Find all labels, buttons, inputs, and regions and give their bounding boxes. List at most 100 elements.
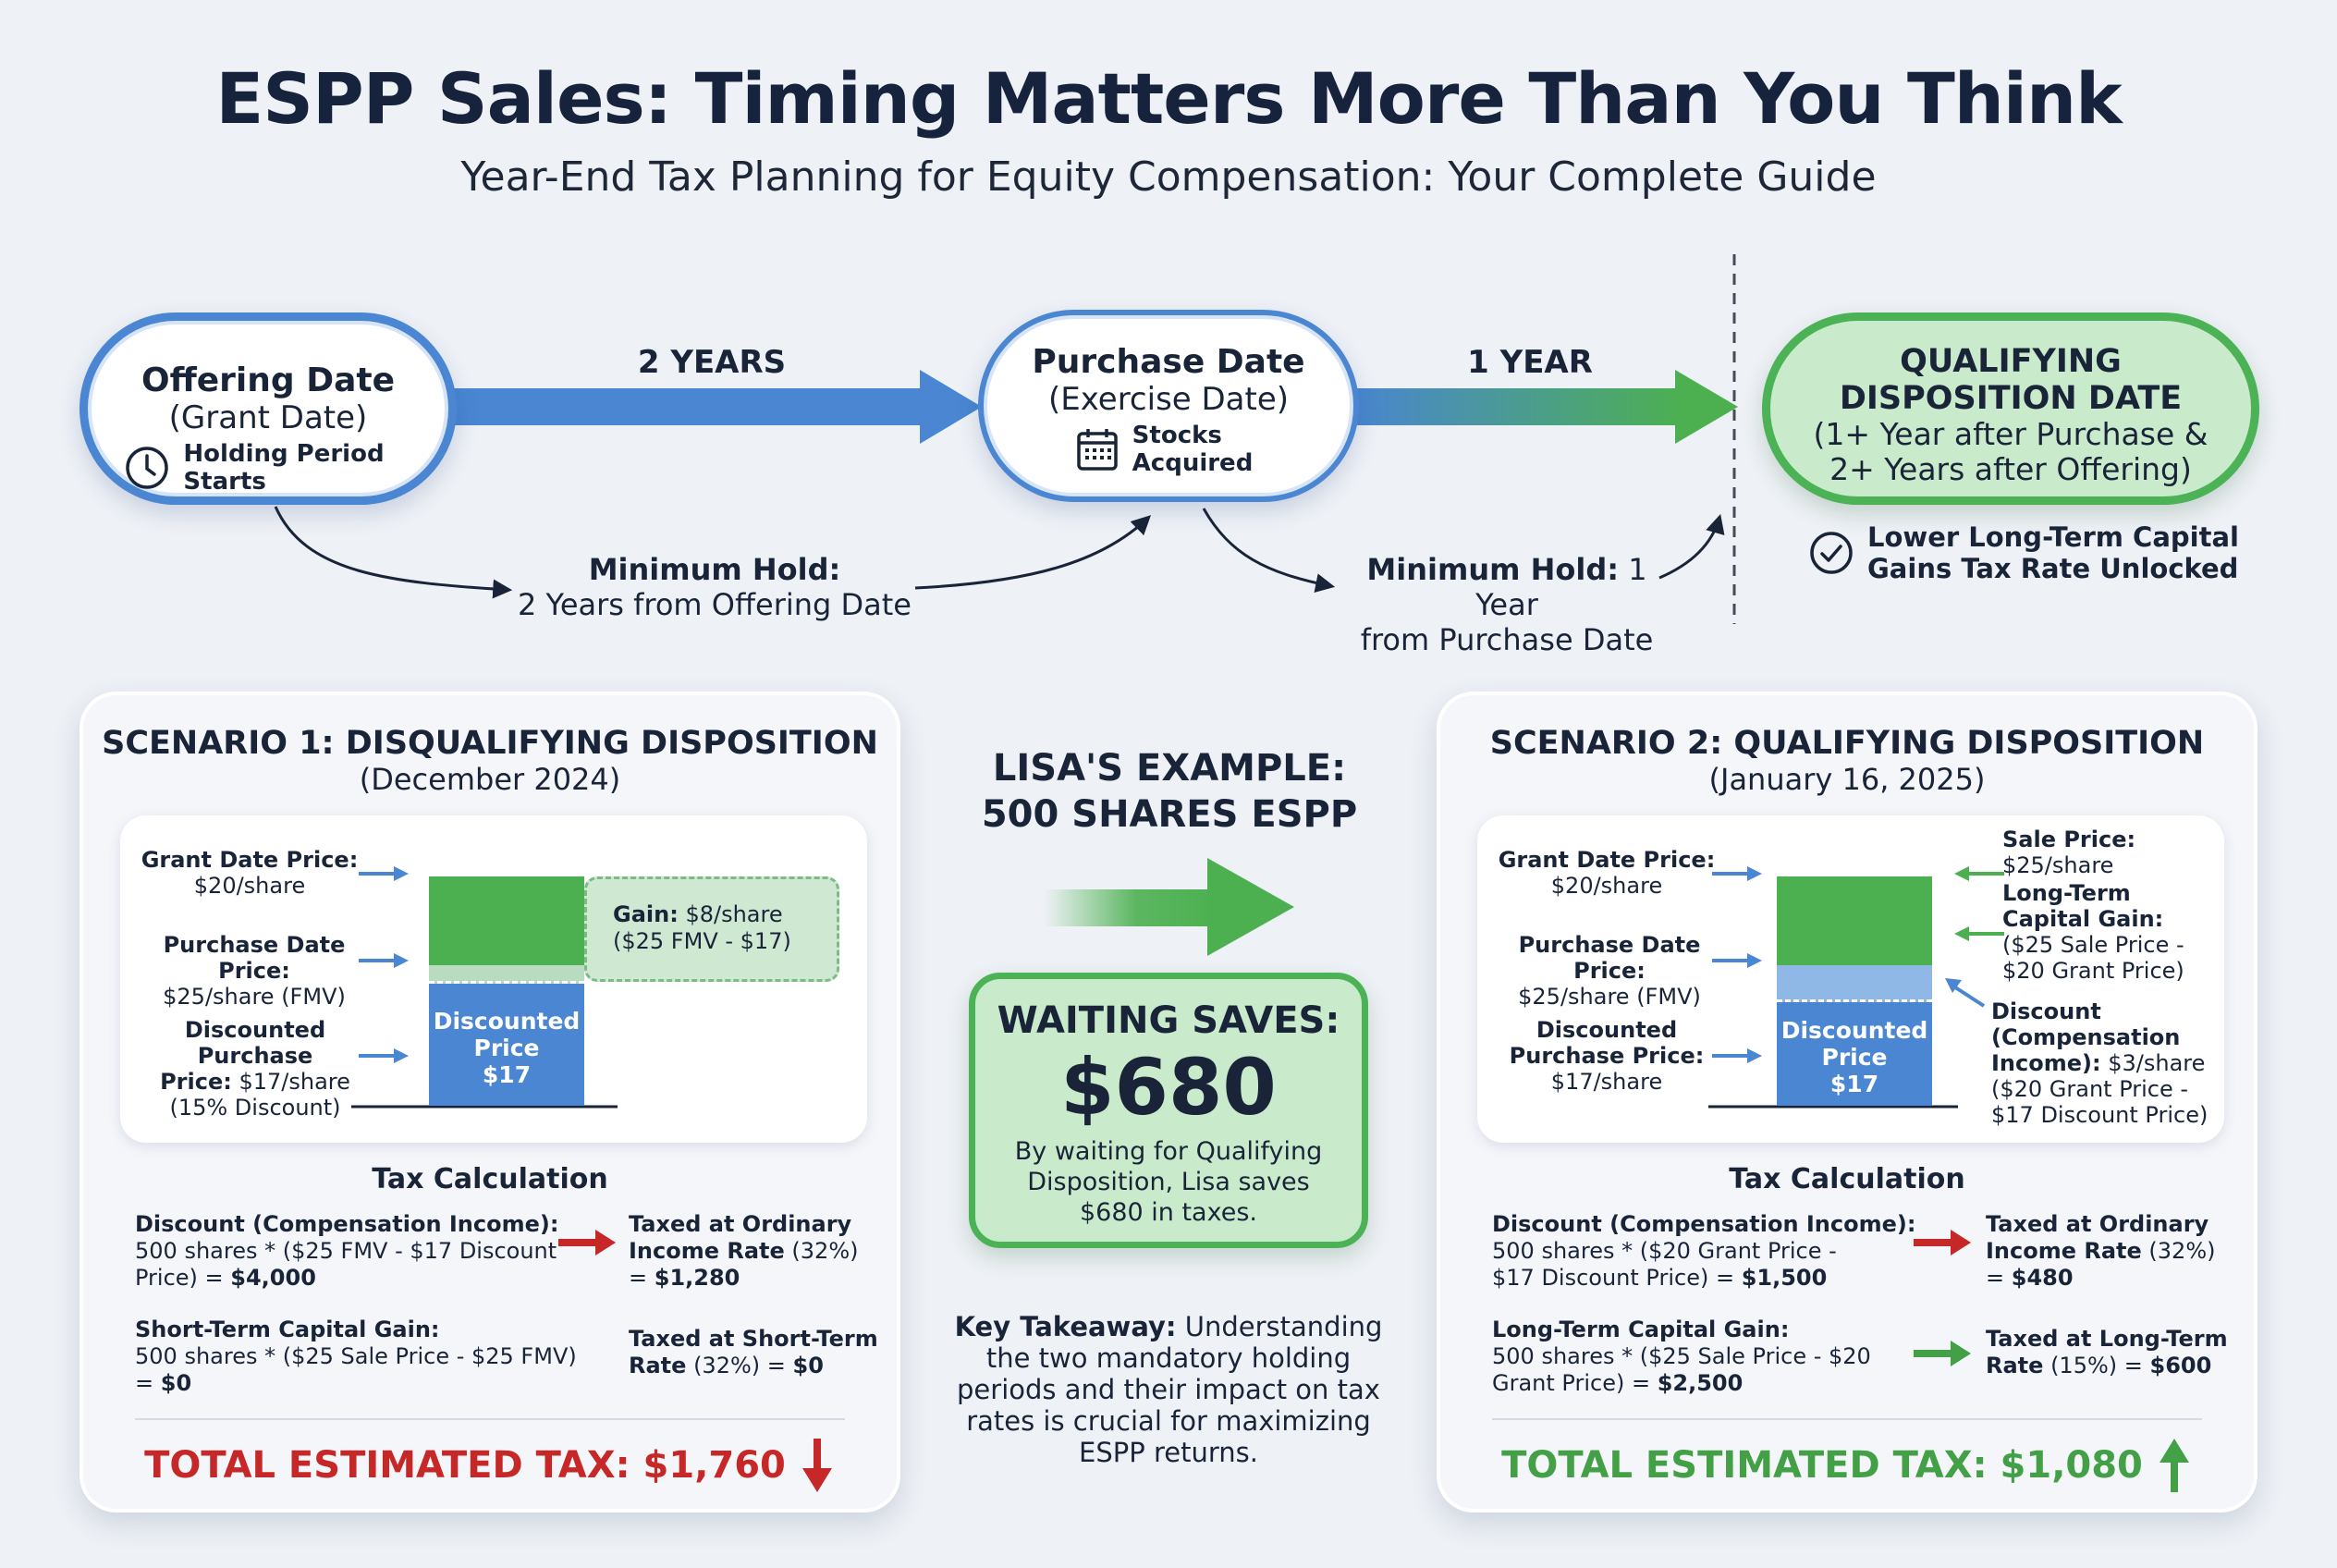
s2-disc2-v5: $17 Discount Price) (1991, 1102, 2209, 1128)
s2-grant-label: Grant Date Price: $20/share (1496, 847, 1718, 899)
page-title: ESPP Sales: Timing Matters More Than You… (215, 57, 2122, 140)
s2-row2-r2: Rate (1986, 1353, 2044, 1378)
s2-row1-right: Taxed at Ordinary Income Rate (32%) = $4… (1986, 1211, 2245, 1292)
s1-row1-l3b: $4,000 (230, 1265, 316, 1291)
s1-row2-l3: = (135, 1370, 161, 1396)
hold1-text: 2 Years from Offering Date (518, 587, 912, 622)
s1-disc-bold-1: Discounted Purchase (184, 1017, 326, 1069)
s2-row2-l3b: $2,500 (1657, 1370, 1744, 1396)
offering-date-title: Offering Date (141, 361, 395, 399)
qualifying-line3: (1+ Year after Purchase & (1813, 416, 2209, 452)
s2-bar-label-3: $17 (1829, 1071, 1879, 1097)
s2-disc2-bold-3: Income): (1991, 1050, 2101, 1076)
key-takeaway-3: periods and their impact on tax (957, 1374, 1380, 1405)
s2-row1-bold: Discount (Compensation Income): (1492, 1211, 1916, 1237)
qualifying-line2: DISPOSITION DATE (1839, 380, 2183, 417)
s1-grant-label: Grant Date Price: $20/share (139, 847, 361, 899)
s2-bar-discount-segment (1777, 965, 1932, 1002)
s2-row1-l2: 500 shares * ($20 Grant Price - (1492, 1238, 1837, 1264)
lisa-example-heading: LISA'S EXAMPLE: 500 SHARES ESPP (961, 745, 1377, 838)
s1-row1-r2n: (32%) (784, 1238, 859, 1264)
minimum-hold-1: Minimum Hold: 2 Years from Offering Date (514, 552, 915, 622)
s2-row2-r2b: $600 (2149, 1353, 2212, 1378)
arrow-1-year-label: 1 YEAR (1467, 344, 1593, 381)
s1-chart-graphics (351, 866, 618, 1109)
key-takeaway-bold: Key Takeaway: (954, 1311, 1177, 1342)
s2-row1-r1: Taxed at Ordinary (1986, 1211, 2209, 1237)
qualifying-note-line1: Lower Long-Term Capital (1867, 521, 2239, 553)
s2-purchase-value: $25/share (FMV) (1518, 984, 1701, 1010)
s1-gain-box: Gain: $8/share ($25 FMV - $17) (584, 876, 839, 982)
s1-row2-l2: 500 shares * ($25 Sale Price - $25 FMV) (135, 1343, 577, 1369)
s1-row1-bold: Discount (Compensation Income): (135, 1211, 559, 1237)
s1-gain-value-2: ($25 FMV - $17) (613, 928, 791, 954)
s2-divider (1492, 1418, 2202, 1420)
s2-row1-arrow (1914, 1230, 1971, 1256)
purchase-note-line1: Stocks (1132, 422, 1222, 449)
qualifying-disposition-node: QUALIFYING DISPOSITION DATE (1+ Year aft… (1762, 312, 2259, 505)
scenario-2-card: SCENARIO 2: QUALIFYING DISPOSITION (Janu… (1437, 692, 2257, 1513)
s2-disc2-bold-1: Discount (1991, 998, 2101, 1024)
s1-row2-r2n: (32%) = (686, 1353, 793, 1378)
curve-arrow-1 (274, 506, 513, 599)
s1-row2-bold: Short-Term Capital Gain: (135, 1317, 440, 1342)
s2-disc2-v3: $3/share (2100, 1050, 2206, 1076)
s1-row1-arrow (558, 1230, 616, 1256)
qualifying-note-line2: Gains Tax Rate Unlocked (1867, 553, 2239, 584)
arrow-2-years-label: 2 YEARS (637, 344, 787, 381)
s1-purchase-bold: Purchase Date Price: (163, 932, 346, 984)
s2-purchase-label: Purchase Date Price: $25/share (FMV) (1485, 932, 1734, 1010)
s2-row1-l3: $17 Discount Price) = (1492, 1265, 1742, 1291)
s2-row2-l2: 500 shares * ($25 Sale Price - $20 (1492, 1343, 1871, 1369)
arrow-down-icon (801, 1439, 832, 1492)
s2-grant-bold: Grant Date Price: (1498, 847, 1716, 873)
s1-bar-fmv-line (429, 965, 584, 984)
qualifying-line4: 2+ Years after Offering) (1829, 451, 2192, 487)
purchase-date-node: Purchase Date (Exercise Date) Stocks Acq… (978, 310, 1359, 502)
scenario-2-date: (January 16, 2025) (1708, 762, 1986, 797)
s2-bar-discounted: Discounted Price $17 (1777, 1002, 1932, 1106)
s1-discount-label: Discounted Purchase Price: $17/share (15… (126, 1017, 385, 1121)
hold2-text-2: from Purchase Date (1360, 622, 1654, 657)
waiting-saves-value: $680 (1060, 1042, 1277, 1133)
s1-gain-bold: Gain: (613, 901, 679, 927)
s1-row1-r3b: $1,280 (654, 1265, 740, 1291)
s2-row1-left: Discount (Compensation Income): 500 shar… (1492, 1211, 1917, 1292)
s1-row1-left: Discount (Compensation Income): 500 shar… (135, 1211, 560, 1292)
scenario-1-date: (December 2024) (359, 762, 621, 797)
waiting-saves-desc-3: $680 in taxes. (1079, 1198, 1258, 1227)
s2-purchase-bold: Purchase Date Price: (1518, 932, 1701, 984)
check-circle-icon (1810, 532, 1853, 574)
purchase-note-line2: Acquired (1132, 449, 1254, 477)
s2-bar-ltcg (1777, 876, 1932, 965)
arrow-up-icon (2159, 1439, 2189, 1492)
s2-disc-bold-1: Discounted (1536, 1017, 1678, 1043)
s2-sale-value: $25/share (2002, 852, 2114, 878)
curve-arrow-3 (1202, 508, 1336, 593)
s1-divider (135, 1418, 845, 1420)
s2-row1-l3b: $1,500 (1741, 1265, 1828, 1291)
s1-row2-r2: Rate (629, 1353, 687, 1378)
s2-ltcg-label: Long-Term Capital Gain: ($25 Sale Price … (2002, 880, 2215, 984)
s2-total-text: TOTAL ESTIMATED TAX: $1,080 (1501, 1444, 2143, 1487)
calendar-icon (1076, 429, 1118, 471)
s2-ltcg-v2: $20 Grant Price) (2002, 958, 2184, 984)
s1-row2-left: Short-Term Capital Gain: 500 shares * ($… (135, 1317, 579, 1397)
s1-row2-r2b: $0 (792, 1353, 824, 1378)
scenario-1-title: SCENARIO 1: DISQUALIFYING DISPOSITION (102, 725, 878, 762)
s2-bar-label-1: Discounted (1780, 1017, 1928, 1044)
s2-row2-r1: Taxed at Long-Term (1986, 1326, 2228, 1352)
key-takeaway-2: the two mandatory holding (985, 1342, 1352, 1374)
s2-sale-bold: Sale Price: (2002, 827, 2136, 852)
s2-disc2-bold-2: (Compensation (1991, 1024, 2181, 1050)
s1-row2-right: Taxed at Short-Term Rate (32%) = $0 (629, 1326, 887, 1379)
s1-grant-value: $20/share (193, 873, 306, 899)
s2-row2-left: Long-Term Capital Gain: 500 shares * ($2… (1492, 1317, 1917, 1397)
s2-row1-r3: = (1986, 1265, 2012, 1291)
scenario-2-title: SCENARIO 2: QUALIFYING DISPOSITION (1489, 725, 2205, 762)
s1-bar-label-3: $17 (482, 1061, 532, 1088)
s2-row1-r2: Income Rate (1986, 1238, 2142, 1264)
offering-date-subtitle: (Grant Date) (168, 399, 368, 436)
clock-icon (126, 447, 169, 489)
purchase-date-subtitle: (Exercise Date) (1047, 381, 1290, 418)
